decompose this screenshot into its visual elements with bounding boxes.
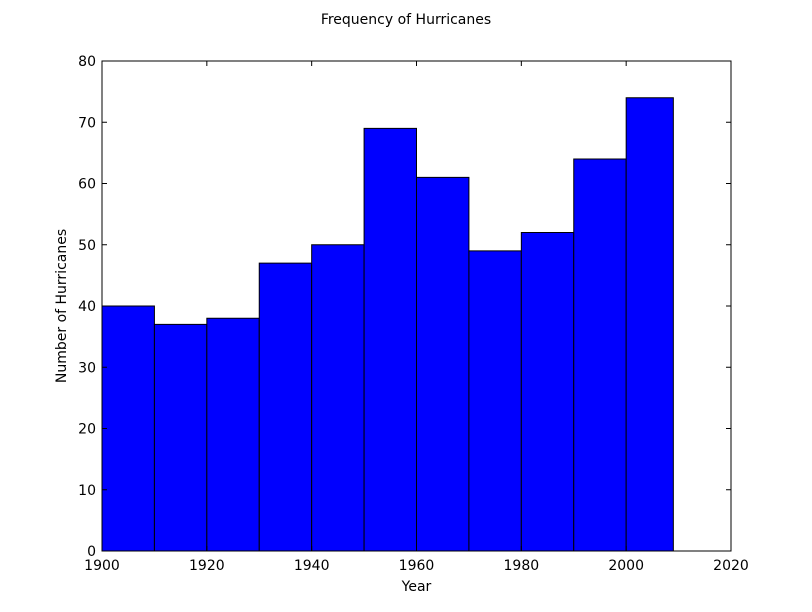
bar-1900	[101, 305, 155, 552]
bar-1990	[573, 158, 627, 552]
bar-1930	[258, 262, 313, 552]
bar-1950	[363, 127, 418, 552]
x-tick-label-1940: 1940	[294, 558, 330, 574]
y-tick-label-30: 30	[78, 360, 96, 376]
plot-frame	[101, 60, 732, 552]
bar-2000	[625, 97, 674, 552]
y-tick-label-70: 70	[78, 115, 96, 131]
ticks-group: 1900 1920 1940 1960 1980 2000 2020 0 10 20 30 40 50 6…	[78, 54, 749, 574]
y-tick-label-10: 10	[78, 483, 96, 499]
x-tick-label-1960: 1960	[399, 558, 435, 574]
x-tick-label-1980: 1980	[504, 558, 540, 574]
y-axis-label: Number of Hurricanes	[54, 229, 70, 383]
bar-1980	[520, 232, 575, 552]
y-tick-label-50: 50	[78, 238, 96, 254]
x-tick-label-2000: 2000	[608, 558, 644, 574]
bar-1970	[468, 250, 522, 552]
y-tick-label-60: 60	[78, 177, 96, 193]
bar-1960	[416, 176, 470, 552]
y-tick-label-40: 40	[78, 299, 96, 315]
chart-title: Frequency of Hurricanes	[321, 12, 491, 28]
bar-1920	[206, 317, 260, 552]
x-tick-label-1920: 1920	[189, 558, 225, 574]
bar-1910	[153, 323, 208, 552]
x-tick-label-1900: 1900	[84, 558, 120, 574]
bars-group	[101, 97, 674, 552]
bar-1940	[311, 244, 365, 552]
y-tick-label-20: 20	[78, 422, 96, 438]
y-tick-label-0: 0	[87, 544, 96, 560]
y-tick-label-80: 80	[78, 54, 96, 70]
x-axis-label: Year	[401, 579, 432, 595]
x-tick-label-2020: 2020	[713, 558, 749, 574]
